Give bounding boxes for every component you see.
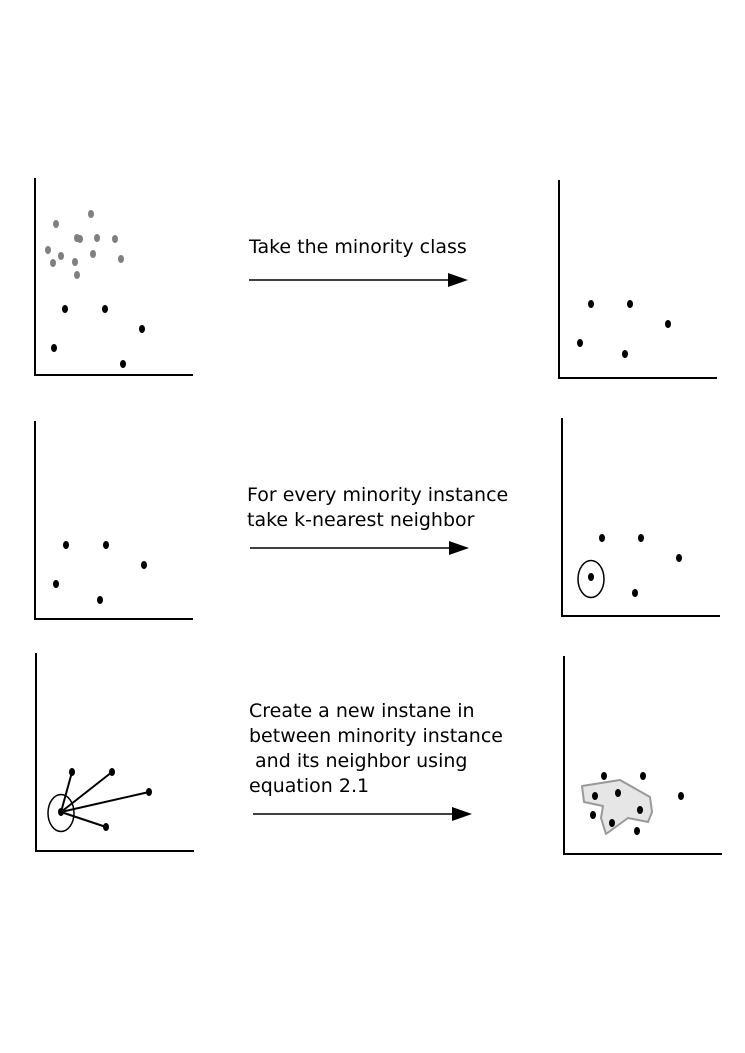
axis: [35, 653, 194, 852]
majority-point: [112, 235, 118, 243]
axis: [558, 180, 717, 379]
majority-points: [45, 210, 124, 279]
axis: [34, 421, 193, 620]
majority-point: [58, 252, 64, 260]
minority-point: [103, 823, 109, 831]
minority-point: [102, 305, 108, 313]
minority-point: [588, 300, 594, 308]
synthetic-point: [609, 819, 615, 827]
minority-points: [51, 305, 145, 368]
majority-point: [88, 210, 94, 218]
minority-point: [62, 305, 68, 313]
minority-point: [638, 534, 644, 542]
synthetic-region: [581, 779, 653, 835]
minority-points: [577, 300, 671, 358]
step-2-arrow: [250, 541, 469, 555]
step-2-input-plot: [34, 421, 193, 620]
arrow-head-icon: [449, 541, 469, 555]
step-3-output-plot: [563, 656, 722, 855]
minority-point: [577, 339, 583, 347]
minority-point: [665, 320, 671, 328]
step-2-caption: For every minority instance take k-neare…: [247, 484, 508, 531]
majority-point: [94, 234, 100, 242]
selected-instance-circle: [47, 793, 75, 833]
minority-point: [601, 772, 607, 780]
minority-point: [146, 788, 152, 796]
minority-points: [53, 541, 147, 604]
step-3-arrow: [253, 807, 472, 821]
minority-points: [590, 772, 684, 835]
minority-point: [678, 792, 684, 800]
minority-point: [640, 772, 646, 780]
minority-point: [97, 596, 103, 604]
synthetic-points: [592, 789, 643, 827]
minority-point: [120, 360, 126, 368]
caption-line: For every minority instance: [247, 484, 508, 506]
minority-point: [109, 768, 115, 776]
minority-point: [676, 554, 682, 562]
minority-point: [627, 300, 633, 308]
minority-point: [63, 541, 69, 549]
majority-point: [74, 271, 80, 279]
axis: [561, 418, 720, 617]
minority-point: [599, 534, 605, 542]
majority-point: [118, 255, 124, 263]
minority-point: [51, 344, 57, 352]
minority-point: [141, 561, 147, 569]
minority-point: [634, 827, 640, 835]
caption-line: take k-nearest neighbor: [247, 509, 475, 531]
minority-point: [139, 325, 145, 333]
minority-point: [69, 768, 75, 776]
caption-line: equation 2.1: [249, 775, 369, 797]
arrow-head-icon: [452, 807, 472, 821]
minority-point: [590, 811, 596, 819]
neighbor-links: [60, 771, 150, 828]
majority-point: [77, 235, 83, 243]
neighbor-link: [60, 771, 73, 813]
step-1-caption: Take the minority class: [248, 236, 467, 258]
minority-point: [53, 580, 59, 588]
synthetic-point: [615, 789, 621, 797]
caption-line: Take the minority class: [248, 236, 467, 258]
step-1-output-plot: [558, 180, 717, 379]
minority-point: [58, 808, 64, 816]
minority-point: [632, 589, 638, 597]
axis: [34, 178, 193, 376]
majority-point: [45, 246, 51, 254]
caption-line: and its neighbor using: [249, 750, 467, 772]
neighbor-link: [60, 771, 113, 813]
minority-point: [103, 541, 109, 549]
step-1-arrow: [249, 273, 468, 287]
step-2-output-plot: [561, 418, 720, 617]
caption-line: Create a new instane in: [249, 700, 475, 722]
step-3-input-plot: [35, 653, 194, 852]
majority-point: [72, 258, 78, 266]
arrow-head-icon: [448, 273, 468, 287]
synthetic-point: [637, 806, 643, 814]
minority-point: [588, 573, 594, 581]
minority-points: [58, 768, 152, 831]
neighbor-link: [60, 791, 150, 813]
minority-point: [622, 350, 628, 358]
majority-point: [90, 250, 96, 258]
step-3-caption: Create a new instane in between minority…: [249, 700, 503, 797]
step-1-input-plot: [34, 178, 193, 376]
selected-instance-circle: [577, 559, 605, 599]
axis: [563, 656, 722, 855]
caption-line: between minority instance: [249, 725, 503, 747]
synthetic-point: [592, 792, 598, 800]
majority-point: [50, 259, 56, 267]
neighbor-link: [60, 811, 107, 828]
majority-point: [53, 220, 59, 228]
minority-points: [588, 534, 682, 597]
